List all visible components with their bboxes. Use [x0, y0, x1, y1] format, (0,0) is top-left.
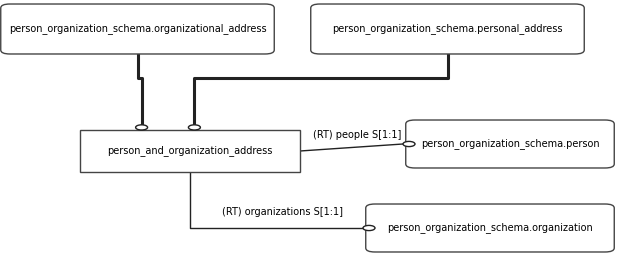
- Text: (RT) people S[1:1]: (RT) people S[1:1]: [313, 130, 402, 140]
- Text: person_organization_schema.person: person_organization_schema.person: [421, 139, 599, 149]
- Circle shape: [403, 142, 415, 147]
- Text: person_organization_schema.personal_address: person_organization_schema.personal_addr…: [332, 24, 563, 35]
- Text: (RT) organizations S[1:1]: (RT) organizations S[1:1]: [222, 207, 343, 217]
- Text: person_organization_schema.organizational_address: person_organization_schema.organizationa…: [9, 24, 267, 35]
- FancyBboxPatch shape: [80, 130, 300, 172]
- Text: person_organization_schema.organization: person_organization_schema.organization: [387, 223, 593, 234]
- Circle shape: [136, 125, 147, 130]
- Text: person_and_organization_address: person_and_organization_address: [107, 146, 273, 156]
- FancyBboxPatch shape: [311, 4, 584, 54]
- Circle shape: [363, 225, 375, 231]
- FancyBboxPatch shape: [1, 4, 274, 54]
- Circle shape: [188, 125, 201, 130]
- FancyBboxPatch shape: [366, 204, 615, 252]
- FancyBboxPatch shape: [406, 120, 615, 168]
